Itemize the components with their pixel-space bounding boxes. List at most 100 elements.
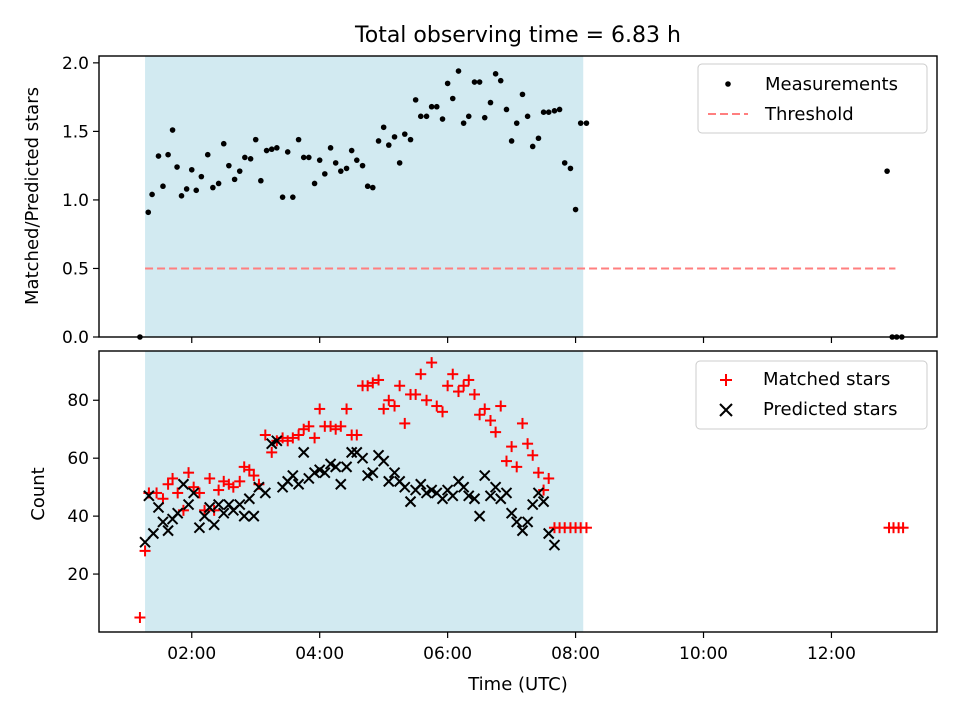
matched-star-point (399, 417, 411, 429)
matched-star-point (183, 467, 195, 479)
bottom-y-tick-label: 60 (67, 449, 89, 469)
predicted-star-point (157, 516, 169, 528)
top-y-tick-label: 2.0 (62, 54, 89, 74)
measurement-point (263, 147, 270, 154)
predicted-star-point (198, 510, 211, 522)
predicted-star-point (248, 510, 260, 522)
legend-predicted-marker (719, 403, 733, 417)
predicted-star-point (208, 519, 220, 531)
matched-star-point (204, 472, 216, 484)
predicted-star-point (521, 516, 534, 528)
predicted-star-point (162, 524, 174, 537)
top-y-tick-label: 0.5 (62, 259, 89, 279)
predicted-star-point (415, 478, 427, 490)
predicted-star-point (367, 466, 379, 479)
predicted-star-point (500, 487, 513, 499)
measurement-point (188, 166, 195, 173)
measurement-point (327, 145, 334, 151)
predicted-star-point (479, 469, 491, 482)
matched-star-point (134, 612, 146, 624)
measurement-point (391, 134, 398, 140)
predicted-star-point (203, 501, 216, 514)
x-axis-label: Time (UTC) (467, 674, 568, 695)
measurement-point (481, 114, 488, 121)
predicted-star-point (171, 507, 184, 519)
bottom-legend: Matched stars Predicted stars (695, 360, 928, 430)
predicted-star-point (542, 527, 555, 540)
top-y-tick-label: 1.0 (62, 191, 89, 211)
matched-stars-layer (134, 357, 909, 624)
predicted-star-point (527, 498, 539, 511)
matched-star-point (484, 415, 496, 427)
measurement-point (210, 184, 216, 191)
predicted-star-point (319, 466, 331, 479)
measurement-point (433, 103, 440, 110)
measurement-point (567, 165, 574, 172)
measurement-point (583, 120, 590, 126)
matched-star-point (437, 406, 449, 418)
predicted-star-point (287, 469, 299, 482)
matched-star-point (431, 400, 443, 412)
measurement-point (338, 168, 344, 174)
predicted-star-point (473, 510, 486, 522)
measurement-point (524, 113, 531, 120)
bottom-y-tick-label: 80 (67, 391, 89, 411)
matched-star-point (474, 409, 486, 421)
measurement-point (455, 68, 462, 74)
predicted-star-point (139, 536, 151, 548)
matched-star-point (383, 394, 395, 406)
matched-star-point (208, 504, 220, 516)
legend-measurements-label: Measurements (765, 74, 898, 95)
top-x-ticks (191, 337, 833, 343)
predicted-star-point (297, 446, 310, 459)
measurement-point (487, 99, 494, 106)
predicted-star-point (345, 446, 358, 459)
measurement-point (561, 160, 568, 166)
predicted-star-point (489, 481, 502, 493)
measurement-point (444, 80, 451, 87)
measurement-point (369, 184, 376, 191)
top-y-ticks: 0.0 0.5 1.0 1.5 2.0 (62, 54, 99, 348)
predicted-star-point (234, 498, 246, 511)
measurement-point (300, 154, 307, 161)
measurement-point (449, 95, 456, 102)
measurement-point (551, 108, 558, 114)
bottom-axes-frame (98, 350, 938, 633)
matched-star-point (421, 394, 433, 406)
top-legend: Measurements Threshold (697, 63, 928, 134)
bottom-shaded-span (145, 351, 584, 632)
measurement-point (311, 180, 318, 187)
measurement-point (149, 191, 155, 198)
predicted-star-point (377, 455, 390, 467)
legend-matched-label: Matched stars (763, 369, 890, 390)
predicted-star-point (340, 461, 353, 473)
bottom-legend-box (695, 360, 928, 430)
matched-star-point (139, 545, 151, 557)
measurement-point (359, 162, 366, 169)
predicted-star-point (356, 452, 369, 464)
matched-star-point (516, 417, 528, 429)
matched-star-point (243, 464, 255, 476)
matched-star-point (511, 461, 523, 473)
measurement-point (178, 193, 185, 199)
measurement-point (348, 147, 355, 154)
measurement-point (279, 194, 286, 200)
measurement-point (247, 156, 254, 162)
measurement-point (364, 183, 371, 190)
predicted-star-point (335, 478, 347, 490)
predicted-star-point (243, 493, 256, 505)
matched-star-point (458, 380, 470, 392)
predicted-star-point (388, 466, 401, 479)
matched-star-point (341, 403, 353, 415)
matched-star-point (378, 403, 390, 415)
matched-star-point (227, 481, 239, 493)
measurement-point (332, 160, 339, 166)
measurement-point (258, 177, 264, 184)
top-legend-box (697, 63, 928, 134)
measurement-point (343, 165, 350, 172)
top-y-axis-label: Matched/Predicted stars (22, 87, 43, 305)
matched-star-point (213, 484, 225, 496)
measurement-point (295, 136, 302, 143)
